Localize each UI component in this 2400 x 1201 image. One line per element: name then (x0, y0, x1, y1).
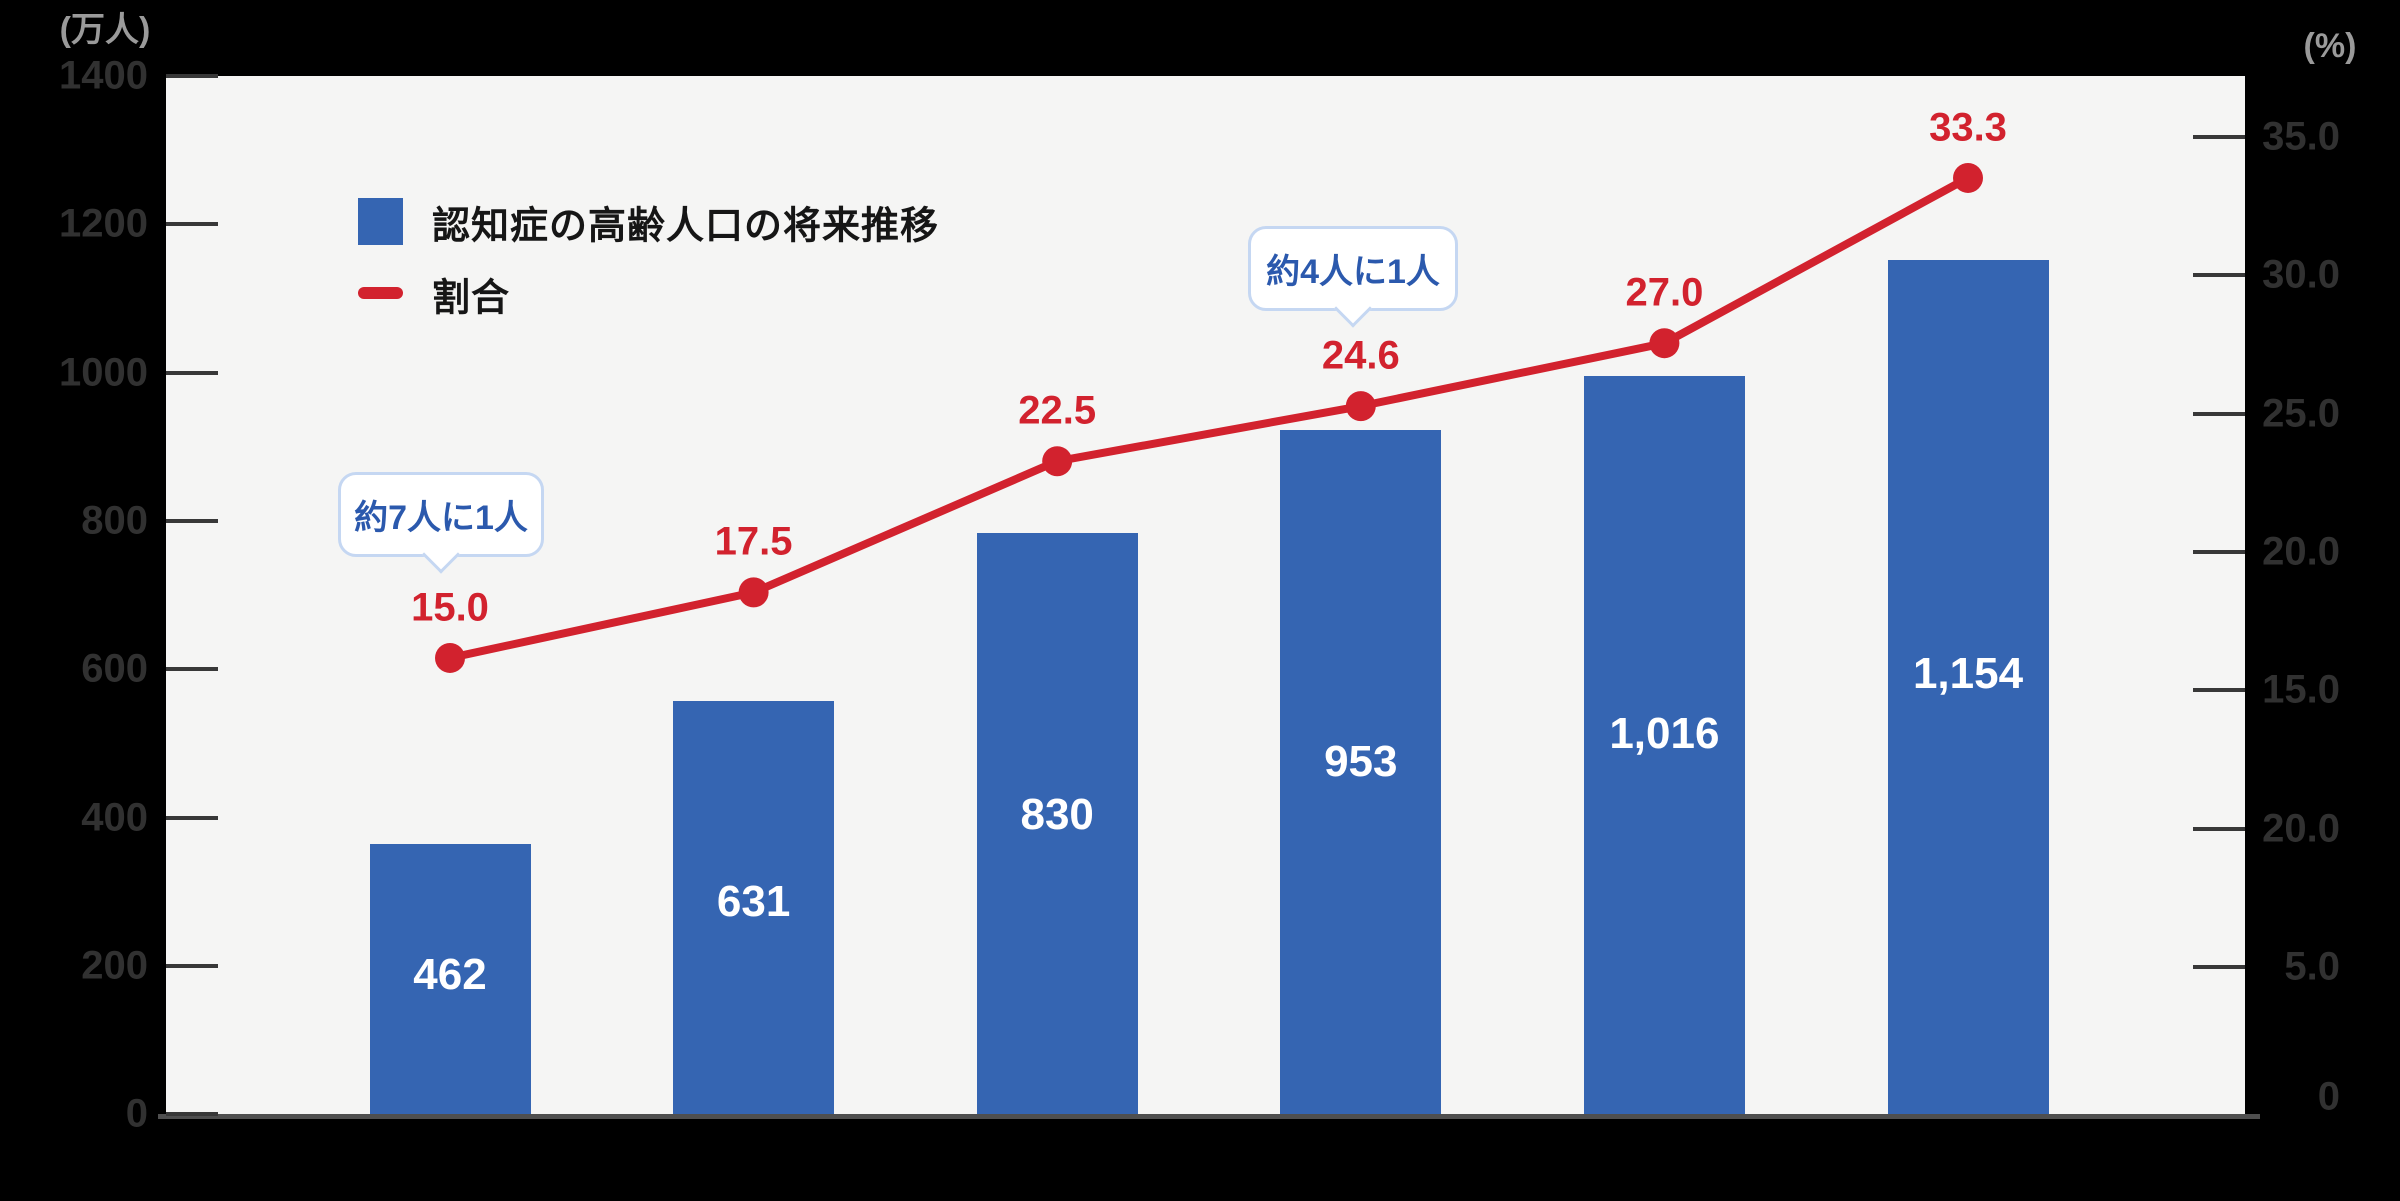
left-tick-line (166, 74, 218, 78)
left-tick-line (166, 222, 218, 227)
bar-value-label: 1,154 (1912, 649, 2024, 699)
right-tick-line (2193, 964, 2245, 969)
bar-legend-label: 認知症の高齢人口の将来推移 (432, 205, 940, 248)
left-tick-line (166, 963, 218, 968)
right-tick-label: 35.0 (2262, 114, 2340, 159)
annotation-bubble-2-text: 約4人に1人 (1266, 253, 1440, 291)
left-tick-line (166, 667, 218, 672)
left-tick-label: 1000 (59, 350, 148, 395)
left-tick-label: 600 (81, 646, 148, 691)
left-tick-label: 800 (81, 498, 148, 543)
left-axis-unit: (万人) (59, 11, 151, 49)
left-tick-line (166, 518, 218, 523)
line-legend-swatch (358, 287, 403, 299)
point-value-label: 17.5 (714, 519, 793, 564)
right-tick-line (2193, 549, 2245, 554)
point-value-label: 15.0 (411, 585, 489, 630)
right-tick-label: 20.0 (2262, 806, 2340, 850)
line-legend-label: 割合 (432, 277, 511, 320)
point-value-label: 33.3 (1929, 105, 2007, 150)
point-value-label: 24.6 (1321, 333, 1400, 378)
annotation-bubble-1-in-4: 約4人に1人 (1248, 226, 1458, 328)
right-tick-line (2193, 411, 2245, 416)
left-tick-label: 1400 (59, 53, 148, 98)
x-axis-line (158, 1114, 2260, 1119)
bar (673, 701, 835, 1114)
bar-value-label: 830 (1020, 790, 1094, 840)
right-tick-label: 0 (2317, 1074, 2340, 1119)
right-tick-line (2193, 826, 2245, 831)
right-tick-line (2193, 273, 2245, 278)
right-tick-line (2193, 135, 2245, 139)
bar-value-label: 953 (1324, 736, 1398, 786)
right-tick-label: 30.0 (2262, 252, 2340, 297)
right-tick-label: 20.0 (2262, 529, 2340, 574)
bar-value-label: 462 (413, 949, 487, 999)
left-tick-label: 400 (81, 795, 148, 839)
left-tick-label: 0 (125, 1091, 148, 1136)
right-tick-line (2193, 688, 2245, 693)
bar (369, 844, 531, 1114)
right-tick-label: 25.0 (2262, 391, 2340, 436)
point-value-label: 27.0 (1625, 270, 1704, 315)
annotation-bubble-1-text: 約7人に1人 (354, 499, 528, 537)
left-tick-label: 1200 (59, 201, 148, 246)
left-tick-label: 200 (81, 943, 148, 988)
left-tick-line (166, 815, 218, 820)
right-axis-unit: (%) (2303, 27, 2357, 65)
annotation-bubble-1-in-7: 約7人に1人 (338, 472, 544, 574)
bar-value-label: 631 (716, 876, 791, 926)
point-value-label: 22.5 (1018, 388, 1097, 433)
left-tick-line (166, 370, 218, 375)
bar-value-label: 1,016 (1609, 709, 1720, 759)
right-tick-label: 5.0 (2284, 944, 2340, 989)
bar-legend-swatch (358, 198, 403, 245)
left-tick-line (166, 1112, 218, 1117)
right-tick-label: 15.0 (2262, 667, 2340, 712)
